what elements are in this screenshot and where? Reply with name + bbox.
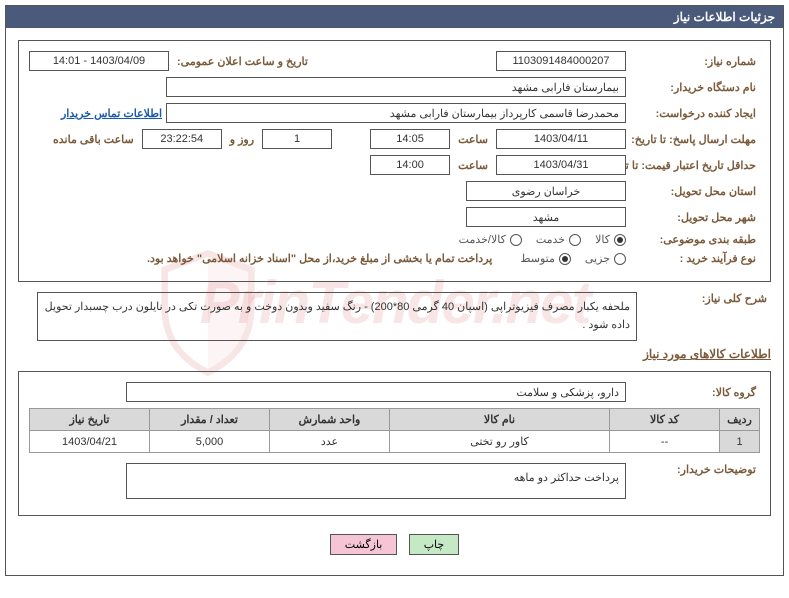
button-row: چاپ بازگشت (18, 526, 771, 563)
table-cell: 5,000 (150, 431, 270, 453)
table-cell: عدد (270, 431, 390, 453)
category-radio-group: کالا خدمت کالا/خدمت (459, 233, 626, 246)
radio-label: کالا/خدمت (459, 233, 506, 246)
remain-days: 1 (262, 129, 332, 149)
desc-value: ملحفه یکبار مصرف فیزیوتراپی (اسپان 40 گر… (37, 292, 637, 341)
row-creator: ایجاد کننده درخواست: محمدرضا قاسمی کارپر… (29, 103, 760, 123)
province-value: خراسان رضوی (466, 181, 626, 201)
title-bar: جزئیات اطلاعات نیاز (6, 6, 783, 28)
validity-date: 1403/04/31 (496, 155, 626, 175)
buyer-org-label: نام دستگاه خریدار: (630, 81, 760, 94)
row-buyer-org: نام دستگاه خریدار: بیمارستان فارابی مشهد (29, 77, 760, 97)
process-label: نوع فرآیند خرید : (630, 252, 760, 265)
goods-fieldset: گروه کالا: دارو، پزشکی و سلامت ردیفکد کا… (18, 371, 771, 516)
radio-icon (510, 234, 522, 246)
row-validity: حداقل تاریخ اعتبار قیمت: تا تاریخ: 1403/… (29, 155, 760, 175)
time-label-2: ساعت (454, 159, 492, 172)
table-cell: 1403/04/21 (30, 431, 150, 453)
radio-label: متوسط (520, 252, 555, 265)
remain-suffix: ساعت باقی مانده (49, 133, 138, 146)
table-header: تاریخ نیاز (30, 409, 150, 431)
back-button[interactable]: بازگشت (330, 534, 398, 555)
main-panel: جزئیات اطلاعات نیاز PrinTender.net شماره… (5, 5, 784, 576)
goods-table: ردیفکد کالانام کالاواحد شمارشتعداد / مقد… (29, 408, 760, 453)
deadline-time: 14:05 (370, 129, 450, 149)
buyer-note-value: پرداخت حداکثر دو ماهه (126, 463, 626, 499)
announce-label: تاریخ و ساعت اعلان عمومی: (173, 55, 312, 68)
contact-link[interactable]: اطلاعات تماس خریدار (61, 107, 162, 120)
buyer-org-value: بیمارستان فارابی مشهد (166, 77, 626, 97)
validity-label: حداقل تاریخ اعتبار قیمت: تا تاریخ: (630, 159, 760, 172)
row-province: استان محل تحویل: خراسان رضوی (29, 181, 760, 201)
need-no-label: شماره نیاز: (630, 55, 760, 68)
radio-label: جزیی (585, 252, 610, 265)
row-desc: شرح کلی نیاز: ملحفه یکبار مصرف فیزیوتراپ… (18, 292, 771, 341)
remain-time: 23:22:54 (142, 129, 222, 149)
radio-icon (559, 253, 571, 265)
creator-value: محمدرضا قاسمی کارپرداز بیمارستان فارابی … (166, 103, 626, 123)
creator-label: ایجاد کننده درخواست: (630, 107, 760, 120)
table-header-row: ردیفکد کالانام کالاواحد شمارشتعداد / مقد… (30, 409, 760, 431)
row-category: طبقه بندی موضوعی: کالا خدمت کالا/خدمت (29, 233, 760, 246)
table-header: کد کالا (610, 409, 720, 431)
radio-option[interactable]: متوسط (520, 252, 571, 265)
city-value: مشهد (466, 207, 626, 227)
table-cell: 1 (720, 431, 760, 453)
time-label-1: ساعت (454, 133, 492, 146)
row-process: نوع فرآیند خرید : جزیی متوسط پرداخت تمام … (29, 252, 760, 265)
goods-section-header: اطلاعات کالاهای مورد نیاز (18, 347, 771, 361)
radio-icon (614, 234, 626, 246)
desc-label: شرح کلی نیاز: (641, 292, 771, 305)
table-cell: کاور رو تختی (390, 431, 610, 453)
process-radio-group: جزیی متوسط (520, 252, 626, 265)
table-cell: -- (610, 431, 720, 453)
group-value: دارو، پزشکی و سلامت (126, 382, 626, 402)
table-row: 1--کاور رو تختیعدد5,0001403/04/21 (30, 431, 760, 453)
radio-option[interactable]: جزیی (585, 252, 626, 265)
table-header: ردیف (720, 409, 760, 431)
info-fieldset: شماره نیاز: 1103091484000207 تاریخ و ساع… (18, 40, 771, 282)
radio-option[interactable]: کالا (595, 233, 626, 246)
table-header: واحد شمارش (270, 409, 390, 431)
need-no-value: 1103091484000207 (496, 51, 626, 71)
remain-days-label: روز و (226, 133, 258, 146)
table-header: تعداد / مقدار (150, 409, 270, 431)
radio-icon (569, 234, 581, 246)
row-city: شهر محل تحویل: مشهد (29, 207, 760, 227)
radio-option[interactable]: کالا/خدمت (459, 233, 522, 246)
table-header: نام کالا (390, 409, 610, 431)
announce-value: 1403/04/09 - 14:01 (29, 51, 169, 71)
category-label: طبقه بندی موضوعی: (630, 233, 760, 246)
radio-icon (614, 253, 626, 265)
radio-label: خدمت (536, 233, 565, 246)
deadline-label: مهلت ارسال پاسخ: تا تاریخ: (630, 133, 760, 146)
row-group: گروه کالا: دارو، پزشکی و سلامت (29, 382, 760, 402)
print-button[interactable]: چاپ (409, 534, 460, 555)
radio-label: کالا (595, 233, 610, 246)
radio-option[interactable]: خدمت (536, 233, 581, 246)
row-need-no: شماره نیاز: 1103091484000207 تاریخ و ساع… (29, 51, 760, 71)
group-label: گروه کالا: (630, 386, 760, 399)
row-deadline: مهلت ارسال پاسخ: تا تاریخ: 1403/04/11 سا… (29, 129, 760, 149)
buyer-note-label: توضیحات خریدار: (630, 463, 760, 476)
deadline-date: 1403/04/11 (496, 129, 626, 149)
city-label: شهر محل تحویل: (630, 211, 760, 224)
page-title: جزئیات اطلاعات نیاز (674, 10, 775, 24)
process-note: پرداخت تمام یا بخشی از مبلغ خرید،از محل … (147, 252, 492, 265)
validity-time: 14:00 (370, 155, 450, 175)
province-label: استان محل تحویل: (630, 185, 760, 198)
row-buyer-note: توضیحات خریدار: پرداخت حداکثر دو ماهه (29, 463, 760, 499)
